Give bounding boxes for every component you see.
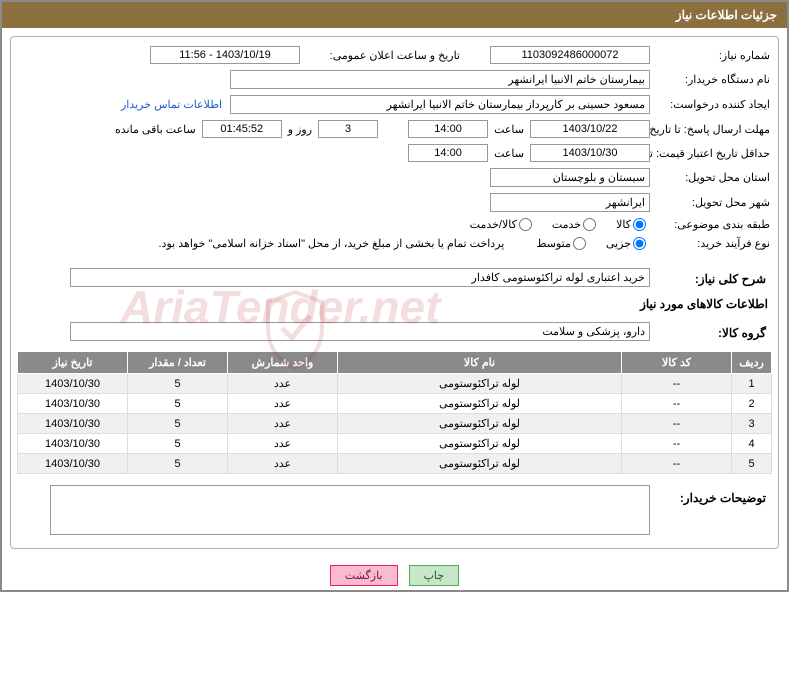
category-both-label: کالا/خدمت: [470, 218, 517, 231]
time-label-1: ساعت: [488, 123, 530, 136]
print-button[interactable]: چاپ: [409, 565, 460, 586]
table-cell-code: --: [622, 374, 732, 394]
table-cell-date: 1403/10/30: [18, 414, 128, 434]
table-row: 4--لوله تراکئوستومیعدد51403/10/30: [18, 434, 772, 454]
table-cell-n: 3: [732, 414, 772, 434]
table-cell-qty: 5: [128, 394, 228, 414]
buyer-org-field: بیمارستان خاتم الانبیا ایرانشهر: [230, 70, 650, 89]
creator-label: ایجاد کننده درخواست:: [650, 98, 770, 111]
table-cell-qty: 5: [128, 434, 228, 454]
th-date: تاریخ نیاز: [18, 352, 128, 374]
table-row: 5--لوله تراکئوستومیعدد51403/10/30: [18, 454, 772, 474]
th-qty: تعداد / مقدار: [128, 352, 228, 374]
desc-field: خرید اعتباری لوله تراکئوستومی کافدار: [70, 268, 650, 287]
table-cell-code: --: [622, 434, 732, 454]
announce-field: 1403/10/19 - 11:56: [150, 46, 300, 64]
table-cell-name: لوله تراکئوستومی: [338, 414, 622, 434]
table-header-row: ردیف کد کالا نام کالا واحد شمارش تعداد /…: [18, 352, 772, 374]
table-cell-date: 1403/10/30: [18, 434, 128, 454]
th-row: ردیف: [732, 352, 772, 374]
table-cell-name: لوله تراکئوستومی: [338, 434, 622, 454]
table-cell-qty: 5: [128, 414, 228, 434]
goods-section-title: اطلاعات کالاهای مورد نیاز: [17, 291, 772, 313]
goods-table: ردیف کد کالا نام کالا واحد شمارش تعداد /…: [17, 351, 772, 474]
category-both-radio[interactable]: [519, 218, 532, 231]
request-no-field: 1103092486000072: [490, 46, 650, 64]
category-kala-radio[interactable]: [633, 218, 646, 231]
category-khedmat-radio[interactable]: [583, 218, 596, 231]
province-label: استان محل تحویل:: [650, 171, 770, 184]
min-valid-label: حداقل تاریخ اعتبار قیمت: تا تاریخ:: [650, 147, 770, 160]
process-radio-group: جزیی متوسط: [524, 237, 650, 250]
days-and-label: روز و: [282, 123, 318, 136]
details-panel: شماره نیاز: 1103092486000072 تاریخ و ساع…: [10, 36, 779, 549]
table-cell-n: 4: [732, 434, 772, 454]
remaining-time-field: 01:45:52: [202, 120, 282, 138]
table-cell-date: 1403/10/30: [18, 394, 128, 414]
table-cell-qty: 5: [128, 454, 228, 474]
th-code: کد کالا: [622, 352, 732, 374]
city-label: شهر محل تحویل:: [650, 196, 770, 209]
table-cell-name: لوله تراکئوستومی: [338, 454, 622, 474]
deadline-date-field: 1403/10/22: [530, 120, 650, 138]
table-cell-name: لوله تراکئوستومی: [338, 374, 622, 394]
group-label: گروه کالا:: [650, 320, 770, 342]
table-cell-unit: عدد: [228, 454, 338, 474]
min-valid-date-field: 1403/10/30: [530, 144, 650, 162]
process-small-radio[interactable]: [633, 237, 646, 250]
table-cell-n: 2: [732, 394, 772, 414]
th-name: نام کالا: [338, 352, 622, 374]
remaining-label: ساعت باقی مانده: [111, 123, 202, 136]
category-label: طبقه بندی موضوعی:: [650, 218, 770, 231]
category-kala-label: کالا: [616, 218, 631, 231]
table-cell-date: 1403/10/30: [18, 454, 128, 474]
table-cell-n: 1: [732, 374, 772, 394]
table-cell-date: 1403/10/30: [18, 374, 128, 394]
treasury-note: پرداخت تمام یا بخشی از مبلغ خرید، از محل…: [159, 237, 505, 250]
table-cell-unit: عدد: [228, 394, 338, 414]
process-medium-radio[interactable]: [573, 237, 586, 250]
panel-title: جزئیات اطلاعات نیاز: [2, 2, 787, 28]
buyer-notes-label: توضیحات خریدار:: [650, 485, 770, 507]
table-cell-name: لوله تراکئوستومی: [338, 394, 622, 414]
group-field: دارو، پزشکی و سلامت: [70, 322, 650, 341]
table-cell-unit: عدد: [228, 414, 338, 434]
table-row: 1--لوله تراکئوستومیعدد51403/10/30: [18, 374, 772, 394]
announce-label: تاریخ و ساعت اعلان عمومی:: [300, 49, 460, 62]
th-unit: واحد شمارش: [228, 352, 338, 374]
table-row: 3--لوله تراکئوستومیعدد51403/10/30: [18, 414, 772, 434]
outer-frame: جزئیات اطلاعات نیاز شماره نیاز: 11030924…: [0, 0, 789, 592]
table-cell-code: --: [622, 394, 732, 414]
min-valid-time-field: 14:00: [408, 144, 488, 162]
table-cell-code: --: [622, 454, 732, 474]
time-label-2: ساعت: [488, 147, 530, 160]
buyer-notes-field: [50, 485, 650, 535]
desc-label: شرح کلی نیاز:: [650, 266, 770, 288]
province-field: سیستان و بلوچستان: [490, 168, 650, 187]
buyer-contact-link[interactable]: اطلاعات تماس خریدار: [121, 98, 222, 111]
button-row: چاپ بازگشت: [2, 557, 787, 590]
process-small-label: جزیی: [606, 237, 631, 250]
deadline-time-field: 14:00: [408, 120, 488, 138]
deadline-label: مهلت ارسال پاسخ: تا تاریخ:: [650, 123, 770, 136]
creator-field: مسعود حسینی بر کارپرداز بیمارستان خاتم ا…: [230, 95, 650, 114]
table-cell-n: 5: [732, 454, 772, 474]
category-radio-group: کالا خدمت کالا/خدمت: [458, 218, 650, 231]
back-button[interactable]: بازگشت: [330, 565, 398, 586]
buyer-org-label: نام دستگاه خریدار:: [650, 73, 770, 86]
process-label: نوع فرآیند خرید:: [650, 237, 770, 250]
days-field: 3: [318, 120, 378, 138]
city-field: ایرانشهر: [490, 193, 650, 212]
table-row: 2--لوله تراکئوستومیعدد51403/10/30: [18, 394, 772, 414]
table-cell-code: --: [622, 414, 732, 434]
table-cell-unit: عدد: [228, 374, 338, 394]
table-cell-unit: عدد: [228, 434, 338, 454]
process-medium-label: متوسط: [536, 237, 571, 250]
category-khedmat-label: خدمت: [552, 218, 581, 231]
table-cell-qty: 5: [128, 374, 228, 394]
request-no-label: شماره نیاز:: [650, 49, 770, 62]
